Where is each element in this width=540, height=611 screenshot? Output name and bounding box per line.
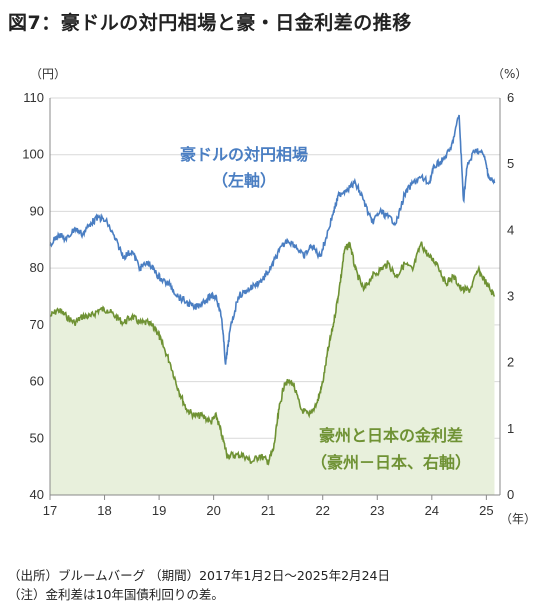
fx-line [49,114,496,365]
right-axis-unit: （%） [492,67,527,81]
right-tick-label: 6 [507,90,514,105]
page-title: 図7：豪ドルの対円相場と豪・日金利差の推移 [8,12,412,34]
x-tick-label: 17 [43,503,57,518]
right-tick-label: 5 [507,156,514,171]
x-tick-label: 25 [479,503,493,518]
axes [49,98,501,500]
spread-area [50,241,495,495]
left-tick-label: 40 [30,487,44,502]
right-tick-label: 1 [507,421,514,436]
left-tick-label: 80 [30,260,44,275]
right-tick-label: 2 [507,355,514,370]
x-tick-label: 23 [370,503,384,518]
x-tick-label: 22 [315,503,329,518]
left-tick-label: 110 [23,90,44,105]
fx-label-line2: （左軸） [212,171,276,190]
spread-label-line2: （豪州－日本、右軸） [311,453,471,472]
left-axis-unit: （円） [30,67,66,81]
spread-label-line1: 豪州と日本の金利差 [319,426,463,445]
x-tick-label: 21 [261,503,275,518]
x-tick-label: 20 [206,503,220,518]
left-tick-label: 100 [22,147,44,162]
right-tick-label: 4 [507,222,514,237]
notes: （出所）ブルームバーグ （期間）2017年1月2日～2025年2月24日 （注）… [8,566,390,604]
left-tick-label: 70 [30,317,44,332]
left-tick-label: 60 [30,374,44,389]
footnote: （注）金利差は10年国債利回りの差。 [8,587,224,602]
x-axis-unit: （年） [500,512,536,526]
right-tick-label: 3 [507,289,514,304]
x-tick-label: 19 [152,503,166,518]
source-note: （出所）ブルームバーグ （期間）2017年1月2日～2025年2月24日 [8,568,390,583]
x-tick-label: 24 [425,503,439,518]
left-tick-label: 50 [30,430,44,445]
fx-label-line1: 豪ドルの対円相場 [180,145,308,164]
x-tick-label: 18 [97,503,111,518]
right-tick-label: 0 [507,487,514,502]
left-tick-label: 90 [30,203,44,218]
spread-line [49,241,496,466]
